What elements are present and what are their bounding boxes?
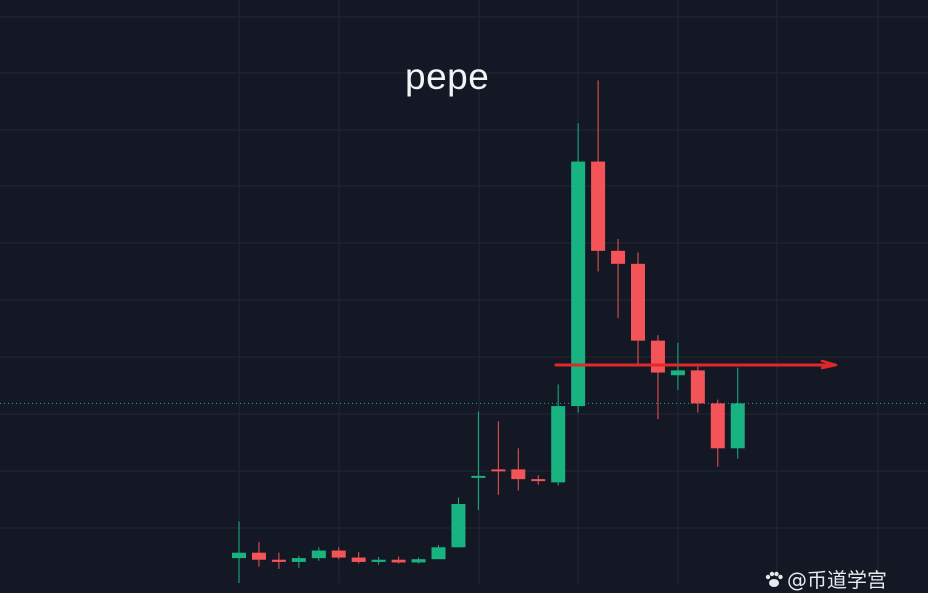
- candle: [491, 421, 506, 495]
- candle-body-up: [431, 547, 446, 560]
- candle: [411, 557, 426, 564]
- candle: [710, 399, 725, 467]
- candle-body-down: [331, 550, 346, 558]
- candle-body-up: [371, 559, 386, 562]
- candle-body-up: [471, 475, 486, 478]
- candle-body-up: [551, 406, 566, 483]
- candle: [331, 547, 346, 560]
- candle: [471, 411, 486, 510]
- candle-body-up: [730, 403, 745, 449]
- candle: [571, 123, 586, 413]
- candle-body-up: [232, 552, 246, 559]
- candle: [690, 366, 705, 413]
- candle: [650, 335, 665, 420]
- candle: [371, 557, 386, 565]
- candle: [431, 545, 446, 560]
- candle: [591, 80, 606, 272]
- candle: [611, 238, 626, 318]
- candle-body-down: [391, 559, 406, 563]
- candle-body-down: [631, 263, 645, 341]
- candle-body-down: [251, 552, 266, 560]
- paw-icon: [765, 571, 783, 587]
- candle-body-down: [650, 340, 665, 373]
- candle: [551, 384, 566, 486]
- candle-body-down: [271, 559, 286, 562]
- arrow-head-icon: [820, 359, 838, 370]
- candle: [291, 555, 306, 568]
- candle-body-up: [451, 504, 466, 548]
- candle-body-up: [291, 558, 306, 562]
- candle-body-down: [591, 161, 606, 251]
- chart-title: pepe: [405, 56, 490, 97]
- candle-body-down: [351, 557, 366, 562]
- candle-body-up: [411, 559, 426, 563]
- candle: [730, 367, 745, 459]
- annotations: [554, 359, 838, 370]
- watermark-text: @币道学宫: [787, 568, 887, 592]
- candle-body-down: [690, 370, 705, 404]
- candle: [232, 521, 246, 583]
- candle-body-up: [670, 370, 685, 376]
- candle: [531, 475, 546, 485]
- candle: [251, 541, 266, 567]
- candle: [631, 252, 645, 364]
- candle-body-down: [611, 250, 626, 264]
- candle: [271, 552, 286, 569]
- candle-body-down: [511, 469, 526, 480]
- watermark: @币道学宫: [764, 564, 887, 593]
- candle: [351, 552, 366, 564]
- candle-body-down: [531, 479, 546, 482]
- candle-body-up: [571, 161, 586, 407]
- candle-body-down: [491, 469, 506, 472]
- candle: [311, 547, 326, 561]
- candle-body-down: [710, 403, 725, 449]
- candle: [511, 448, 526, 491]
- candle: [451, 497, 466, 548]
- candle-body-up: [311, 550, 326, 559]
- candles: [232, 80, 745, 583]
- candle: [391, 556, 406, 564]
